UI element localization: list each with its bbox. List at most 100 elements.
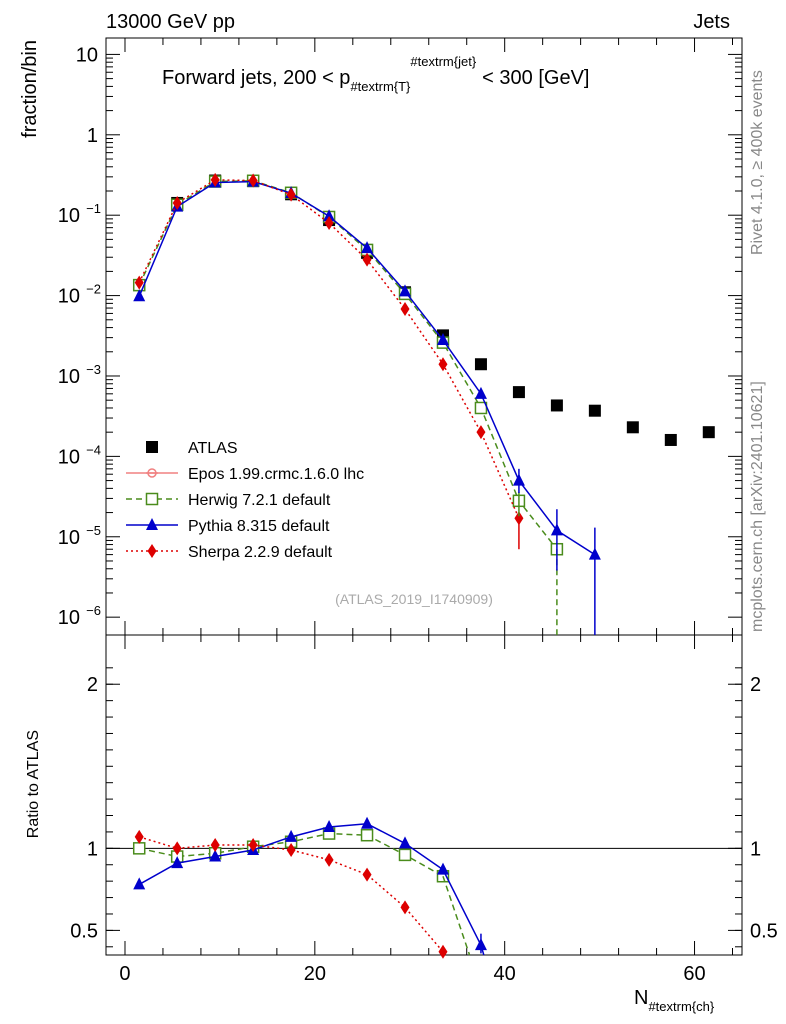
main-y-tick-label: 10 bbox=[58, 366, 80, 388]
ratio-y-tick-label: 0.5 bbox=[70, 920, 98, 942]
main-y-tick-exponent: −3 bbox=[86, 362, 101, 377]
x-tick-label: 40 bbox=[494, 963, 516, 985]
x-axis-label: N#textrm{ch} bbox=[634, 987, 715, 1014]
x-tick-label: 20 bbox=[304, 963, 326, 985]
ratio-y-tick-label-right: 0.5 bbox=[750, 920, 778, 942]
main-y-tick-label: 10 bbox=[76, 44, 98, 66]
main-data-point bbox=[550, 399, 563, 412]
legend-label: Pythia 8.315 default bbox=[188, 518, 330, 535]
main-y-tick-exponent: −4 bbox=[86, 442, 101, 457]
main-title: Forward jets, 200 < p#textrm{T} #textrm{j… bbox=[162, 54, 589, 94]
main-ylabel: fraction/bin bbox=[19, 40, 41, 138]
legend-marker bbox=[146, 518, 158, 530]
main-data-point bbox=[476, 425, 486, 440]
main-y-tick-label: 1 bbox=[87, 125, 98, 147]
ratio-y-tick-label: 2 bbox=[87, 674, 98, 696]
main-data-point bbox=[172, 195, 182, 210]
main-data-point bbox=[400, 302, 410, 317]
ratio-data-point bbox=[400, 900, 410, 915]
main-y-tick-label: 10 bbox=[58, 607, 80, 629]
main-title-text: Forward jets, 200 < p bbox=[162, 67, 350, 89]
main-data-point bbox=[133, 289, 146, 302]
legend-label: Sherpa 2.2.9 default bbox=[188, 544, 333, 561]
ratio-data-point bbox=[133, 877, 146, 890]
ratio-data-point bbox=[436, 862, 449, 875]
sherpa-ratio-tail bbox=[442, 951, 448, 956]
ratio-data-point bbox=[324, 852, 334, 867]
main-y-tick-label: 10 bbox=[58, 286, 80, 308]
main-data-point bbox=[361, 241, 374, 254]
ratio-y-tick-label-right: 2 bbox=[750, 674, 761, 696]
mcplots-label: mcplots.cern.ch [arXiv:2401.10621] bbox=[749, 381, 766, 632]
main-data-point bbox=[702, 426, 715, 439]
main-data-point bbox=[248, 173, 258, 188]
main-series bbox=[132, 172, 715, 635]
ratio-data-point bbox=[285, 829, 298, 842]
x-tick-label: 0 bbox=[119, 963, 130, 985]
ratio-data-point bbox=[209, 849, 222, 862]
ratio-data-point bbox=[132, 842, 146, 855]
ratio-data-point bbox=[171, 856, 184, 869]
main-y-tick-label: 10 bbox=[58, 527, 80, 549]
ratio-y-tick-label-right: 1 bbox=[750, 838, 761, 860]
main-data-point bbox=[436, 333, 449, 346]
ratio-data-point bbox=[362, 867, 372, 882]
analysis-id: (ATLAS_2019_I1740909) bbox=[335, 591, 493, 607]
ratio-data-point bbox=[210, 838, 220, 853]
ratio-data-point bbox=[323, 820, 336, 832]
main-data-point bbox=[438, 357, 448, 372]
main-data-point bbox=[588, 404, 601, 417]
ratio-data-point bbox=[398, 848, 412, 862]
ratio-panel-frame bbox=[105, 634, 743, 956]
main-data-point bbox=[399, 284, 412, 297]
main-data-point bbox=[474, 386, 487, 399]
main-y-tick-exponent: −6 bbox=[86, 603, 101, 618]
ratio-data-point bbox=[286, 842, 296, 857]
main-series-line bbox=[138, 180, 558, 550]
ratio-series-line bbox=[138, 822, 482, 946]
main-y-ticks: 10 1 10 −1 10 −2 10 −3 10 −4 10 −5 10 −6 bbox=[58, 44, 742, 629]
main-y-tick-exponent: −1 bbox=[86, 201, 101, 216]
legend-marker bbox=[146, 441, 158, 453]
rivet-label: Rivet 4.1.0, ≥ 400k events bbox=[749, 70, 766, 255]
legend-label: ATLAS bbox=[188, 440, 238, 457]
main-y-tick-label: 10 bbox=[58, 205, 80, 227]
ratio-data-point bbox=[361, 816, 374, 829]
ratio-data-point bbox=[248, 838, 258, 853]
ratio-data-point bbox=[360, 828, 374, 842]
ratio-data-point bbox=[172, 841, 182, 856]
main-data-point bbox=[362, 252, 372, 267]
main-title-sub: #textrm{T} bbox=[350, 79, 411, 94]
ratio-data-point bbox=[134, 829, 144, 844]
main-data-point bbox=[512, 386, 525, 399]
main-y-tick-label: 10 bbox=[58, 446, 80, 468]
ratio-y-ticks: 2 2 1 1 0.5 0.5 bbox=[70, 667, 778, 948]
main-data-point bbox=[286, 187, 296, 202]
ratio-data-point bbox=[399, 836, 412, 849]
main-data-point bbox=[134, 275, 144, 290]
main-data-point bbox=[626, 421, 639, 434]
legend-marker bbox=[147, 544, 157, 558]
ratio-series bbox=[132, 816, 487, 959]
ratio-ylabel: Ratio to ATLAS bbox=[25, 730, 42, 838]
main-y-tick-exponent: −2 bbox=[86, 282, 101, 297]
legend-marker bbox=[145, 492, 159, 506]
main-data-point bbox=[664, 433, 677, 446]
main-series-line bbox=[138, 179, 520, 519]
x-axis-label-main: N bbox=[634, 987, 648, 1009]
main-title-sup: #textrm{jet} bbox=[410, 54, 476, 69]
legend: ATLAS Epos 1.99.crmc.1.6.0 lhc Herwig 7.2.… bbox=[126, 440, 364, 561]
main-data-point bbox=[474, 358, 487, 371]
ratio-y-tick-label: 1 bbox=[87, 838, 98, 860]
x-axis-label-sub: #textrm{ch} bbox=[648, 999, 714, 1014]
main-data-point bbox=[324, 215, 334, 230]
main-y-tick-exponent: −5 bbox=[86, 523, 101, 538]
herwig-ratio-tail bbox=[442, 875, 471, 956]
main-data-point bbox=[323, 209, 336, 222]
main-title-end: < 300 [GeV] bbox=[482, 67, 589, 89]
x-ticks: 0 20 40 60 bbox=[119, 38, 734, 985]
main-data-point bbox=[210, 172, 220, 187]
legend-label: Herwig 7.2.1 default bbox=[188, 492, 331, 509]
x-tick-label: 60 bbox=[683, 963, 705, 985]
